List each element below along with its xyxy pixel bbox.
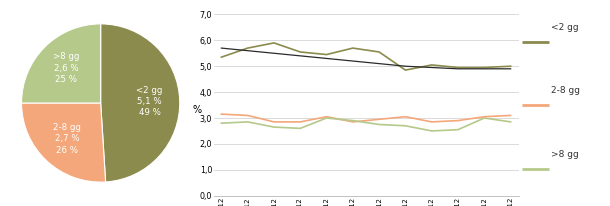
Wedge shape <box>21 103 106 182</box>
Text: >8 gg
2,6 %
25 %: >8 gg 2,6 % 25 % <box>53 52 79 84</box>
Wedge shape <box>101 24 180 182</box>
Text: 2-8 gg
2,7 %
26 %: 2-8 gg 2,7 % 26 % <box>53 123 81 155</box>
Text: 2-8 gg: 2-8 gg <box>551 86 581 95</box>
Wedge shape <box>21 24 101 103</box>
Text: <2 gg
5,1 %
49 %: <2 gg 5,1 % 49 % <box>137 85 163 117</box>
Y-axis label: %: % <box>192 105 201 115</box>
Text: >8 gg: >8 gg <box>551 150 579 158</box>
Text: <2 gg: <2 gg <box>551 23 579 32</box>
